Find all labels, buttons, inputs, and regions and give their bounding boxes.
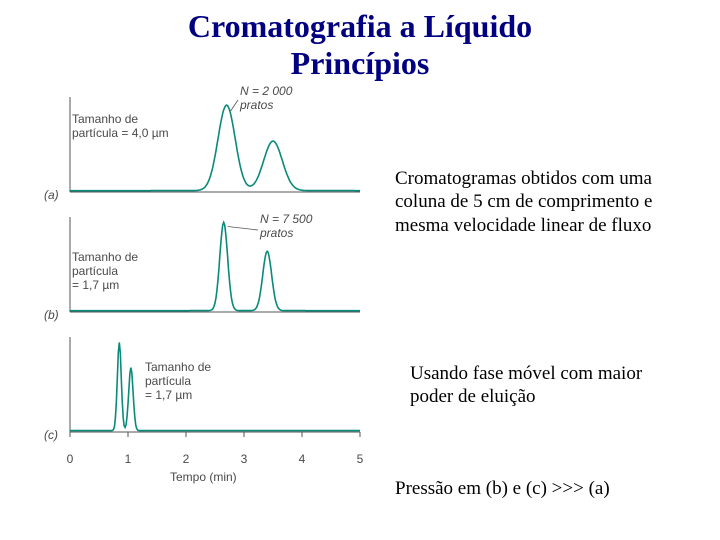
x-tick-4: 4 xyxy=(299,452,306,466)
content-area: Tamanho de partícula = 4,0 µm N = 2 000 … xyxy=(0,82,720,522)
panel-tag-b: (b) xyxy=(44,308,59,322)
panel-tag-c: (c) xyxy=(44,428,58,442)
x-tick-0: 0 xyxy=(67,452,74,466)
x-axis-label: Tempo (min) xyxy=(170,470,237,484)
x-tick-2: 2 xyxy=(183,452,190,466)
paragraph-3: Pressão em (b) e (c) >>> (a) xyxy=(395,477,705,501)
paragraph-2: Usando fase móvel com maior poder de elu… xyxy=(410,362,690,410)
title-line-1: Cromatografia a Líquido xyxy=(0,8,720,45)
particle-label-a: Tamanho de partícula = 4,0 µm xyxy=(72,112,169,141)
chromatogram-chart: Tamanho de partícula = 4,0 µm N = 2 000 … xyxy=(10,82,380,512)
particle-label-c: Tamanho de partícula = 1,7 µm xyxy=(145,360,211,403)
chromatogram-svg xyxy=(10,82,380,512)
title-line-2: Princípios xyxy=(0,45,720,82)
n-label-a: N = 2 000 pratos xyxy=(240,84,292,113)
x-tick-5: 5 xyxy=(357,452,364,466)
paragraph-1: Cromatogramas obtidos com uma coluna de … xyxy=(395,167,700,238)
panel-tag-a: (a) xyxy=(44,188,59,202)
particle-label-b: Tamanho de partícula = 1,7 µm xyxy=(72,250,138,293)
x-tick-1: 1 xyxy=(125,452,132,466)
x-tick-3: 3 xyxy=(241,452,248,466)
n-label-b: N = 7 500 pratos xyxy=(260,212,312,241)
page-title: Cromatografia a Líquido Princípios xyxy=(0,0,720,82)
